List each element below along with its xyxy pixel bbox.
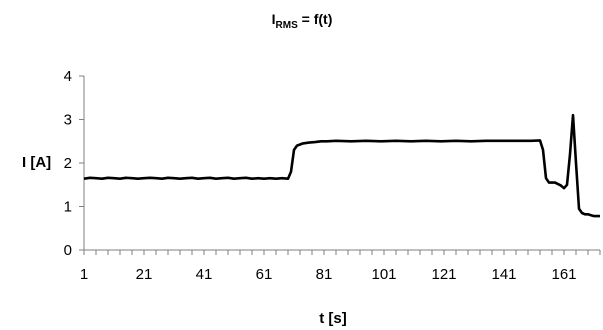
y-tick-label: 4 xyxy=(64,68,72,85)
series-line-irms xyxy=(83,113,600,218)
x-tick-label: 81 xyxy=(316,266,333,283)
y-tick-label: 3 xyxy=(64,112,72,129)
x-tick-label: 121 xyxy=(431,266,456,283)
x-tick-label: 101 xyxy=(371,266,396,283)
y-tick-label: 0 xyxy=(64,242,72,259)
y-axis-label: I [A] xyxy=(22,154,51,171)
y-tick-label: 1 xyxy=(64,199,72,216)
x-tick-label: 41 xyxy=(196,266,213,283)
y-axis-ticks: 0 1 2 3 4 xyxy=(64,68,84,259)
x-tick-label: 161 xyxy=(551,266,576,283)
chart-title: IRMS = f(t) xyxy=(272,11,333,31)
chart-title-main: I xyxy=(272,11,276,27)
x-axis-label: t [s] xyxy=(319,310,347,327)
x-tick-label: 1 xyxy=(80,266,88,283)
x-tick-label: 141 xyxy=(491,266,516,283)
y-tick-label: 2 xyxy=(64,155,72,172)
x-tick-label: 21 xyxy=(136,266,153,283)
x-axis-ticks: 1 21 41 61 81 101 121 141 161 xyxy=(80,250,601,283)
chart-title-rest: = f(t) xyxy=(298,11,333,27)
x-tick-label: 61 xyxy=(256,266,273,283)
chart-title-subscript: RMS xyxy=(276,20,299,31)
